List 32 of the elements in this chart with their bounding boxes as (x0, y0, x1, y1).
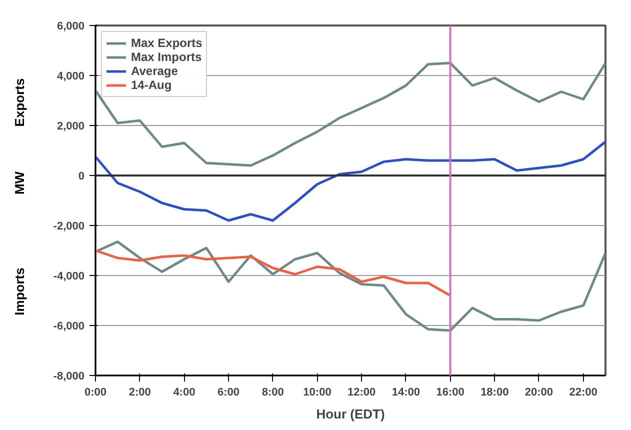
legend-label: Average (131, 64, 178, 78)
x-axis-title: Hour (EDT) (316, 406, 385, 422)
x-tick-label: 16:00 (436, 386, 464, 398)
line-series (96, 62, 606, 167)
x-tick-label: 8:00 (262, 386, 284, 398)
x-tick-label: 14:00 (392, 386, 420, 398)
legend-label: 14-Aug (131, 78, 172, 92)
text: Exports (12, 78, 28, 127)
text: Imports (12, 268, 28, 316)
y-tick-label: -8,000 (53, 370, 85, 382)
y-tick-label: 2,000 (56, 120, 85, 132)
y-tick-label: 4,000 (56, 70, 85, 82)
y-tick-label: 0 (78, 170, 85, 182)
x-tick-label: 12:00 (348, 386, 376, 398)
x-tick-label: 0:00 (84, 386, 107, 398)
x-tick-label: 18:00 (480, 386, 509, 398)
x-tick-label: 4:00 (173, 386, 196, 398)
y-axis-title: MW (12, 170, 28, 195)
legend-label: Max Exports (131, 36, 202, 50)
y-tick-label: -4,000 (53, 270, 85, 282)
x-tick-label: 6:00 (218, 386, 240, 398)
y-tick-label: -6,000 (53, 320, 85, 332)
legend-label: Max Imports (131, 50, 202, 64)
line-series (96, 140, 606, 222)
y-tick-label: -2,000 (53, 220, 85, 232)
x-tick-label: 2:00 (128, 386, 151, 398)
y-tick-label: 6,000 (56, 20, 85, 32)
line-series (96, 240, 606, 332)
x-tick-label: 22:00 (569, 386, 598, 398)
x-tick-label: 10:00 (303, 386, 332, 398)
line-series (96, 249, 452, 297)
x-tick-label: 20:00 (524, 386, 554, 398)
